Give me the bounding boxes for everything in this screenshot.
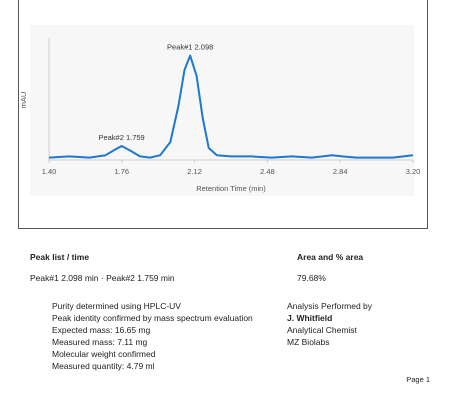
note: Expected mass: 16.65 mg [52,325,151,335]
analyst-org: MZ Biolabs [287,337,330,347]
y-axis-label: mAU [19,92,28,109]
x-axis-label: Retention Time (min) [196,184,266,193]
analyst-name: J. Whitfield [287,313,333,323]
table-header: Peak list / time [30,252,90,262]
annotation: Peak#1 2.098 [167,43,213,52]
x-tick-label: 3.20 [406,167,421,176]
note: Measured mass: 7.11 mg [52,337,148,347]
analysis: Analysis Performed by J. Whitfield Analy… [287,300,372,348]
table-cell: 79.68% [297,273,326,283]
note: Molecular weight confirmed [52,349,156,359]
x-tick-label: 1.76 [114,167,129,176]
page-number: Page 1 [406,375,430,384]
line [48,54,414,159]
table-cell: Peak#1 2.098 min · Peak#2 1.759 min [30,273,175,283]
chart-frame [18,0,428,229]
annotation: Peak#2 1.759 [98,133,144,142]
plot-background [30,25,414,196]
note: Purity determined using HPLC-UV [52,301,181,311]
x-tick-label: 1.40 [42,167,57,176]
notes: Purity determined using HPLC-UV Peak iden… [52,300,253,372]
table-header: Area and % area [297,252,364,262]
x-tick-label: 2.12 [187,167,202,176]
x-tick-label: 2.84 [333,167,348,176]
x-tick-label: 2.48 [260,167,275,176]
analyst-role: Analytical Chemist [287,325,357,335]
chart: mAU Retention Time (min) 1.40 1.76 2.12 2.4… [18,0,428,229]
note: Measured quantity: 4.79 ml [52,361,155,371]
analysis-label: Analysis Performed by [287,301,373,311]
note: Peak identity confirmed by mass spectrum… [52,313,253,323]
